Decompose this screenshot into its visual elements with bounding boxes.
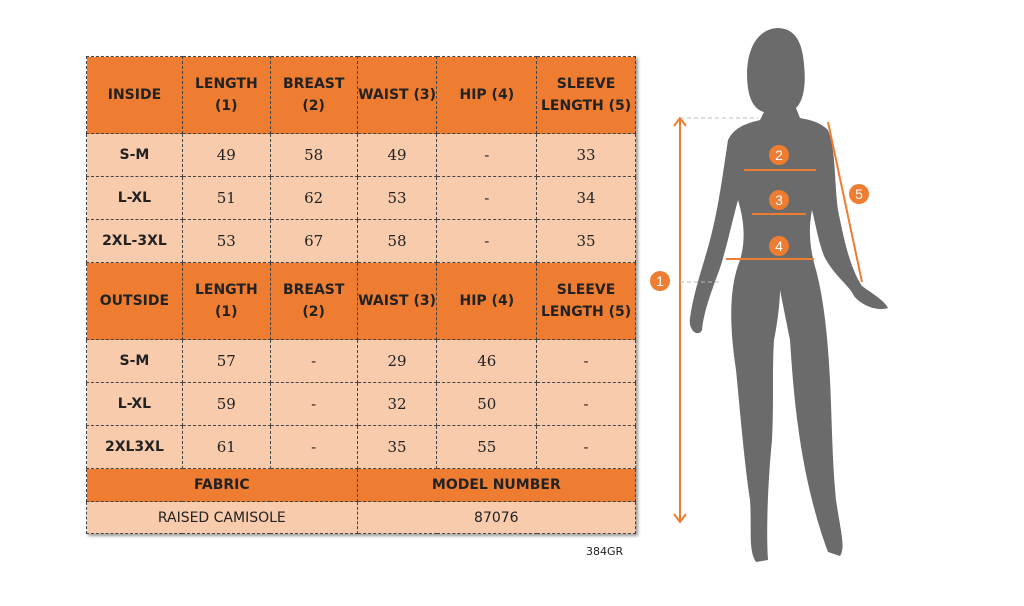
column-header: BREAST (2) [269,262,358,340]
column-header: HIP (4) [436,262,538,340]
table-cell: - [269,425,358,469]
table-cell: 53 [356,176,438,220]
table-cell: - [536,425,636,469]
table-cell: 61 [181,425,271,469]
size-label: S-M [86,339,183,383]
table-row: S-M 57-29 46- [86,339,636,383]
table-row: L-XL 51 62 53-34 [86,176,636,220]
table-cell: 59 [181,382,271,426]
size-label: L-XL [86,176,183,220]
table-row: L-XL 59-32 50- [86,382,636,426]
size-chart-table: INSIDE LENGTH (1) BREAST (2) WAIST (3) HIP (… [86,56,637,534]
fabric-header: FABRIC [86,468,358,502]
column-header: LENGTH (1) [181,262,271,340]
body-silhouette: 1 2 3 4 5 [650,28,888,562]
table-cell: 55 [436,425,538,469]
table-cell: 49 [356,133,438,177]
column-header: WAIST (3) [356,56,438,134]
table-cell: 62 [269,176,358,220]
column-header: BREAST (2) [269,56,358,134]
size-label: 2XL3XL [86,425,183,469]
marker-1: 1 [656,273,664,289]
column-header: WAIST (3) [356,262,438,340]
marker-5: 5 [855,186,863,202]
product-code: 384GR [586,545,624,558]
size-label: 2XL-3XL [86,219,183,263]
table-cell: 35 [356,425,438,469]
column-header: OUTSIDE [86,262,183,340]
table-cell: - [436,176,538,220]
table-row: S-M 49 58 49-33 [86,133,636,177]
table-cell: 67 [269,219,358,263]
table-cell: 34 [536,176,636,220]
table-cell: 32 [356,382,438,426]
column-header: HIP (4) [436,56,538,134]
table-cell: 58 [269,133,358,177]
table-cell: 46 [436,339,538,383]
table-cell: - [269,382,358,426]
table-cell: - [536,382,636,426]
table-cell: 29 [356,339,438,383]
table-cell: 33 [536,133,636,177]
model-number-value: 87076 [356,501,637,534]
outside-header-row: OUTSIDE LENGTH (1) BREAST (2) WAIST (3) HIP … [86,262,636,340]
column-header: SLEEVE LENGTH (5) [536,262,636,340]
marker-4: 4 [775,238,783,254]
table-cell: - [269,339,358,383]
column-header: SLEEVE LENGTH (5) [536,56,636,134]
table-cell: 49 [181,133,271,177]
fabric-value: RAISED CAMISOLE [86,501,358,534]
size-label: S-M [86,133,183,177]
marker-3: 3 [775,192,783,208]
table-cell: 58 [356,219,438,263]
column-header: LENGTH (1) [181,56,271,134]
model-number-header: MODEL NUMBER [356,468,637,502]
marker-2: 2 [775,147,783,163]
size-label: L-XL [86,382,183,426]
column-header: INSIDE [86,56,183,134]
table-cell: 53 [181,219,271,263]
silhouette-figure [689,28,888,562]
table-cell: 57 [181,339,271,383]
table-cell: - [436,133,538,177]
table-row: 2XL3XL 61-35 55- [86,425,636,469]
table-cell: 35 [536,219,636,263]
sleeve-arrow [827,121,863,283]
table-cell: - [536,339,636,383]
table-row: 2XL-3XL 53 67 58-35 [86,219,636,263]
table-cell: - [436,219,538,263]
inside-header-row: INSIDE LENGTH (1) BREAST (2) WAIST (3) HIP (… [86,56,636,134]
table-cell: 50 [436,382,538,426]
table-cell: 51 [181,176,271,220]
